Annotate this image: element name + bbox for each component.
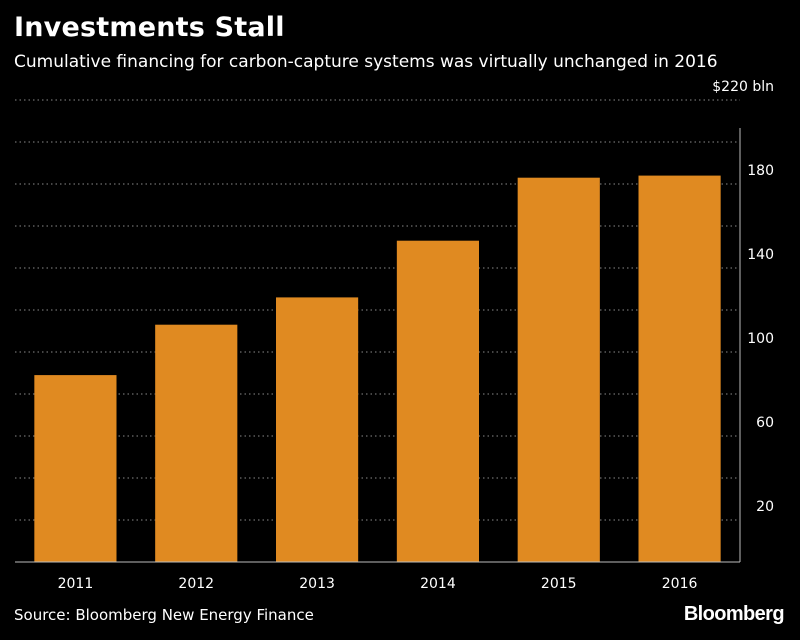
y-tick-label: $220 bln bbox=[712, 79, 774, 95]
bars bbox=[34, 175, 721, 562]
chart-title: Investments Stall bbox=[14, 12, 285, 43]
y-tick-label: 100 bbox=[747, 331, 774, 347]
bar-2013 bbox=[276, 297, 359, 562]
chart-subtitle: Cumulative financing for carbon-capture … bbox=[14, 52, 718, 72]
x-tick-label: 2012 bbox=[178, 576, 214, 592]
x-axis-tick-labels: 2011 2012 2013 2014 2015 2016 bbox=[58, 576, 698, 592]
bar-2012 bbox=[155, 324, 238, 562]
source-note: Source: Bloomberg New Energy Finance bbox=[14, 606, 314, 624]
y-axis-tick-labels: 20 60 100 140 180 $220 bln bbox=[712, 79, 774, 515]
y-tick-label: 180 bbox=[747, 163, 774, 179]
bar-2011 bbox=[34, 375, 117, 562]
x-tick-label: 2016 bbox=[662, 576, 698, 592]
x-tick-label: 2011 bbox=[58, 576, 94, 592]
x-tick-label: 2013 bbox=[299, 576, 335, 592]
y-tick-label: 60 bbox=[756, 415, 774, 431]
gridlines bbox=[15, 99, 740, 521]
bar-2014 bbox=[396, 240, 479, 562]
y-tick-label: 20 bbox=[756, 499, 774, 515]
x-tick-label: 2014 bbox=[420, 576, 456, 592]
y-tick-label: 140 bbox=[747, 247, 774, 263]
bar-2015 bbox=[517, 177, 600, 562]
x-tick-label: 2015 bbox=[541, 576, 577, 592]
bloomberg-logo: Bloomberg bbox=[683, 603, 785, 625]
bar-2016 bbox=[638, 175, 721, 562]
